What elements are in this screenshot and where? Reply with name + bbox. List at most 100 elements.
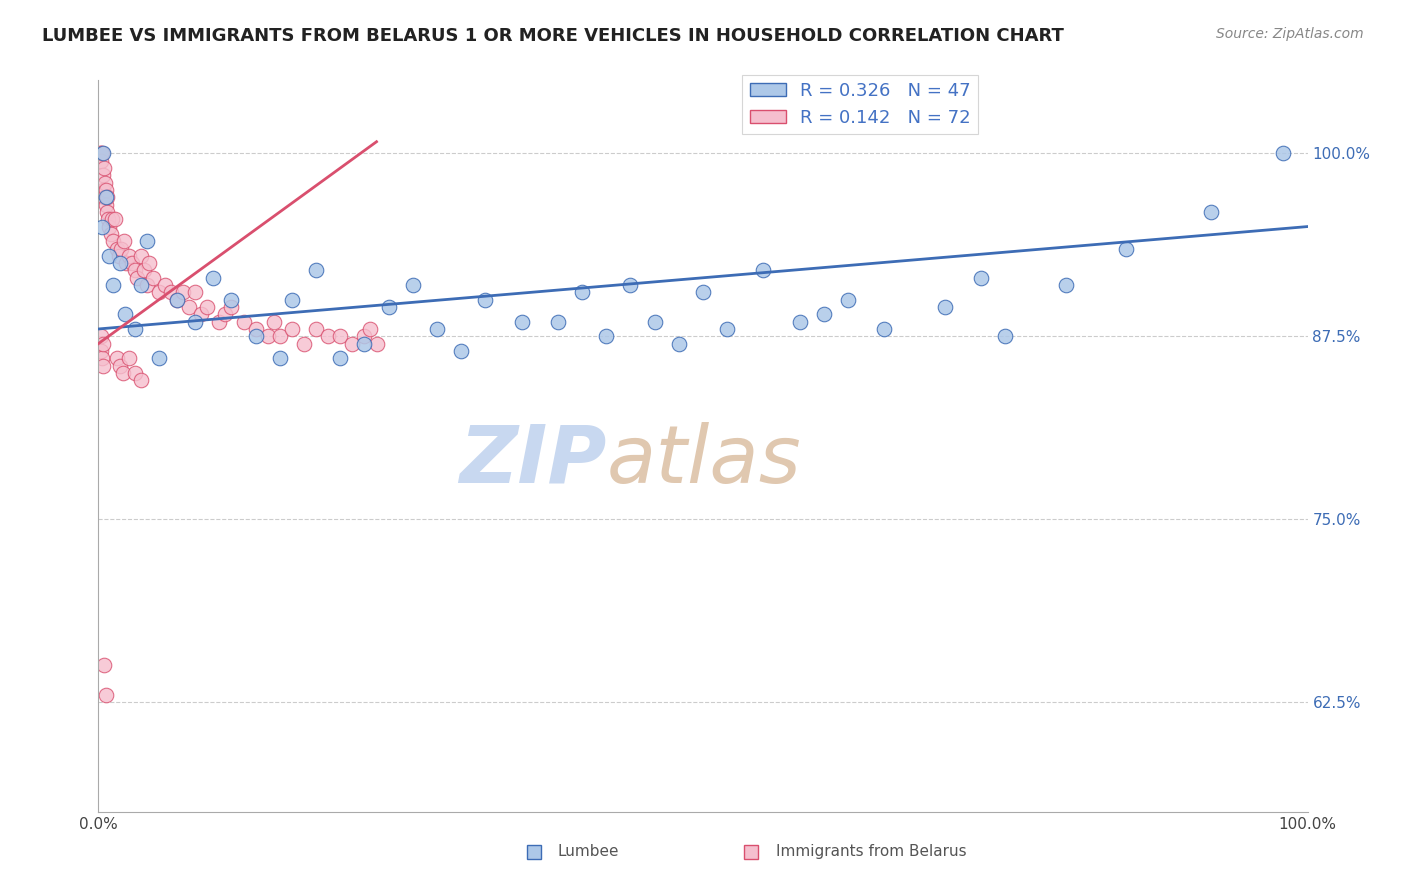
- Point: [353, 336, 375, 351]
- Point: [129, 249, 152, 263]
- Point: [91, 169, 114, 183]
- Point: [142, 270, 165, 285]
- Point: [426, 322, 449, 336]
- Text: Immigrants from Belarus: Immigrants from Belarus: [776, 845, 966, 860]
- Point: [91, 219, 114, 234]
- Point: [100, 227, 122, 241]
- Point: [221, 300, 243, 314]
- Point: [619, 278, 641, 293]
- Point: [129, 373, 152, 387]
- Point: [292, 336, 315, 351]
- Point: [547, 315, 569, 329]
- Point: [91, 336, 114, 351]
- Point: [127, 270, 149, 285]
- Point: [91, 359, 114, 373]
- Point: [316, 329, 339, 343]
- Text: atlas: atlas: [606, 422, 801, 500]
- Point: [214, 307, 236, 321]
- Point: [692, 285, 714, 300]
- Point: [256, 329, 278, 343]
- Point: [91, 351, 114, 366]
- Point: [111, 366, 134, 380]
- Point: [108, 249, 131, 263]
- Point: [934, 300, 956, 314]
- Point: [1272, 146, 1295, 161]
- Point: [166, 293, 188, 307]
- Text: ZIP: ZIP: [458, 422, 606, 500]
- Point: [644, 315, 666, 329]
- Point: [329, 329, 352, 343]
- Point: [1199, 205, 1222, 219]
- Point: [789, 315, 811, 329]
- Point: [305, 322, 328, 336]
- Point: [269, 329, 291, 343]
- Point: [118, 351, 141, 366]
- Point: [129, 278, 152, 293]
- Point: [124, 263, 146, 277]
- Point: [360, 322, 382, 336]
- Point: [281, 322, 304, 336]
- Point: [108, 359, 131, 373]
- Point: [153, 278, 176, 293]
- Point: [90, 146, 112, 161]
- Point: [91, 183, 114, 197]
- Point: [813, 307, 835, 321]
- Point: [114, 307, 136, 321]
- Point: [90, 343, 112, 358]
- Point: [138, 256, 160, 270]
- Point: [124, 366, 146, 380]
- Point: [90, 329, 112, 343]
- Point: [263, 315, 285, 329]
- Point: [184, 315, 207, 329]
- Point: [994, 329, 1017, 343]
- Point: [101, 278, 124, 293]
- Point: [148, 351, 170, 366]
- Point: [195, 300, 218, 314]
- Point: [1054, 278, 1077, 293]
- Point: [752, 263, 775, 277]
- Point: [94, 190, 117, 204]
- Point: [221, 293, 243, 307]
- Point: [121, 256, 143, 270]
- Point: [474, 293, 496, 307]
- Point: [450, 343, 472, 358]
- Point: [160, 285, 183, 300]
- Point: [96, 205, 118, 219]
- Point: [245, 329, 267, 343]
- Point: [595, 329, 617, 343]
- Point: [105, 242, 128, 256]
- Point: [134, 263, 156, 277]
- Point: [101, 234, 124, 248]
- Point: [93, 658, 115, 673]
- Point: [366, 336, 388, 351]
- Point: [245, 322, 267, 336]
- Point: [353, 329, 375, 343]
- Point: [232, 315, 254, 329]
- Point: [329, 351, 352, 366]
- Point: [305, 263, 328, 277]
- Point: [94, 176, 117, 190]
- Point: [118, 249, 141, 263]
- Point: [91, 146, 114, 161]
- Point: [179, 300, 201, 314]
- Point: [112, 234, 135, 248]
- Point: [98, 249, 121, 263]
- Legend: R = 0.326   N = 47, R = 0.142   N = 72: R = 0.326 N = 47, R = 0.142 N = 72: [742, 75, 979, 134]
- Point: [110, 242, 132, 256]
- Point: [873, 322, 896, 336]
- Point: [94, 688, 117, 702]
- Point: [668, 336, 690, 351]
- Point: [190, 307, 212, 321]
- Point: [837, 293, 859, 307]
- Point: [510, 315, 533, 329]
- Point: [93, 161, 115, 175]
- Point: [402, 278, 425, 293]
- Point: [1115, 242, 1137, 256]
- Point: [148, 285, 170, 300]
- Point: [172, 285, 194, 300]
- Point: [970, 270, 993, 285]
- Point: [94, 183, 117, 197]
- Point: [377, 300, 399, 314]
- Point: [93, 190, 115, 204]
- Point: [135, 234, 157, 248]
